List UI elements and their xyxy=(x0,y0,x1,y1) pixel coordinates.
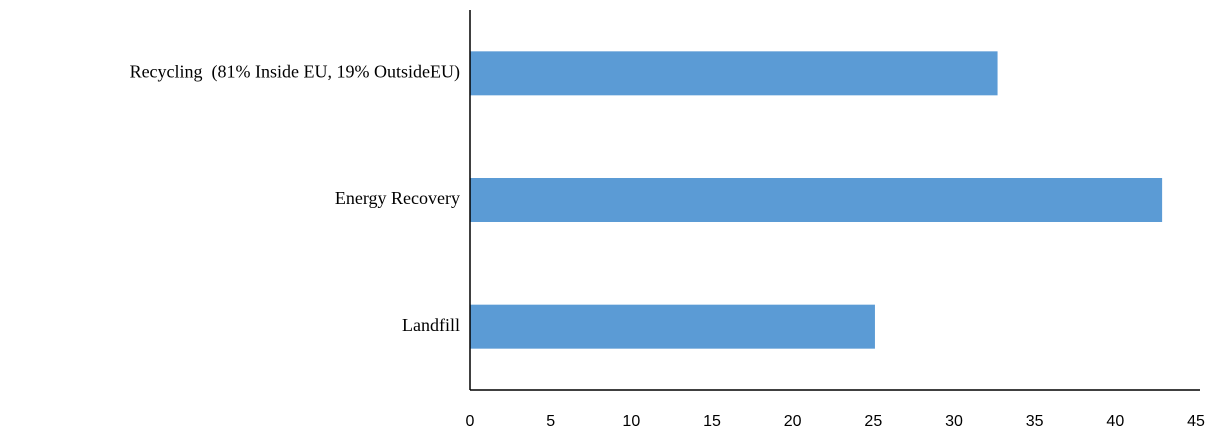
y-tick-label: Recycling (81% Inside EU, 19% OutsideEU) xyxy=(130,61,460,82)
x-tick-label: 5 xyxy=(546,413,555,430)
x-tick-label: 15 xyxy=(703,413,721,430)
x-tick-label: 10 xyxy=(622,413,640,430)
x-tick-label: 35 xyxy=(1026,413,1044,430)
bar xyxy=(470,178,1163,222)
x-tick-label: 45 xyxy=(1187,413,1205,430)
x-tick-label: 25 xyxy=(864,413,882,430)
bar xyxy=(470,51,998,96)
x-tick-label: 0 xyxy=(466,413,475,430)
y-tick-label: Landfill xyxy=(402,315,460,335)
x-tick-label: 30 xyxy=(945,413,963,430)
x-tick-label: 40 xyxy=(1106,413,1124,430)
x-tick-label: 20 xyxy=(784,413,802,430)
y-tick-label: Energy Recovery xyxy=(335,188,460,208)
bar xyxy=(470,304,875,349)
